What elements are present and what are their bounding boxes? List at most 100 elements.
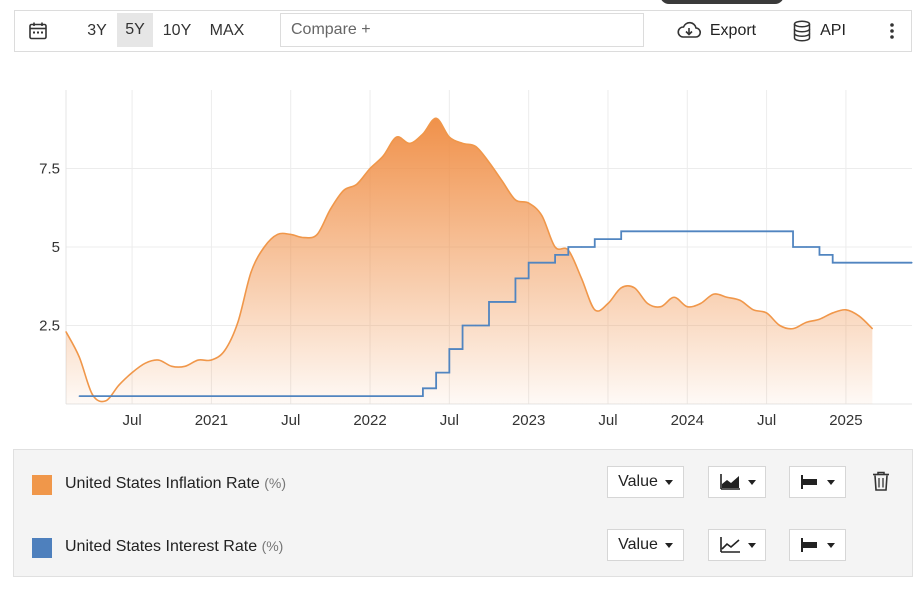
inflation-point: [118, 384, 120, 386]
range-3y-button[interactable]: 3Y: [87, 22, 107, 39]
inflation-point: [409, 142, 411, 144]
interest-point: [501, 301, 503, 303]
x-tick-label: 2021: [195, 412, 228, 429]
interest-label-text: United States Interest Rate: [65, 538, 258, 555]
chart-toolbar: 3Y 5Y 10Y MAX Export API: [14, 10, 912, 52]
inflation-chart-type-dropdown[interactable]: [708, 466, 766, 498]
interest-value-dropdown[interactable]: Value: [607, 529, 684, 561]
calendar-icon: [29, 22, 47, 40]
inflation-unit: (%): [264, 475, 287, 491]
window-top-pill: [660, 0, 784, 4]
inflation-point: [845, 309, 847, 311]
inflation-series-label[interactable]: United States Inflation Rate (%): [65, 475, 286, 493]
x-tick-label: 2022: [353, 412, 386, 429]
range-max-button[interactable]: MAX: [209, 22, 245, 39]
inflation-point: [131, 372, 133, 374]
inflation-point: [620, 287, 622, 289]
more-menu-button[interactable]: [879, 11, 905, 51]
inflation-point: [475, 145, 477, 148]
inflation-point: [514, 199, 517, 201]
x-tick-label: Jul: [598, 412, 617, 429]
compare-input[interactable]: [280, 13, 644, 47]
chevron-down-icon: [747, 479, 756, 485]
calendar-button[interactable]: [23, 11, 53, 51]
inflation-point: [290, 233, 292, 236]
inflation-point: [342, 189, 345, 192]
inflation-value-dropdown[interactable]: Value: [607, 466, 684, 498]
inflation-point: [210, 359, 213, 361]
inflation-point: [157, 359, 160, 361]
inflation-point: [448, 136, 450, 138]
interest-point: [633, 230, 636, 232]
trash-icon[interactable]: [872, 471, 890, 491]
interest-point: [395, 395, 398, 397]
interest-swatch: [32, 538, 52, 558]
interest-value-label: Value: [618, 536, 658, 553]
inflation-point: [250, 271, 252, 273]
range-5y-button[interactable]: 5Y: [117, 13, 153, 47]
inflation-point: [356, 183, 358, 185]
inflation-point: [382, 155, 384, 157]
interest-axis-dropdown[interactable]: [789, 529, 846, 561]
interest-point: [594, 238, 596, 240]
interest-point: [567, 246, 569, 248]
inflation-point: [647, 302, 649, 305]
legend-panel: United States Inflation Rate (%) Value U…: [13, 449, 913, 577]
x-axis-ticks: Jul 2021 Jul 2022 Jul 2023 Jul 2024 Jul 2025: [123, 412, 863, 429]
inflation-point: [528, 202, 530, 204]
inflation-point: [660, 306, 662, 308]
api-label: API: [820, 22, 846, 39]
inflation-point: [501, 180, 503, 182]
inflation-point: [554, 246, 556, 248]
interest-point: [78, 395, 80, 397]
interest-point: [528, 262, 530, 264]
inflation-point: [422, 133, 424, 135]
interest-point: [435, 372, 437, 374]
inflation-point: [303, 236, 305, 239]
export-button[interactable]: Export: [671, 11, 761, 51]
inflation-point: [686, 306, 688, 308]
legend-row-inflation: United States Inflation Rate (%) Value: [14, 465, 912, 505]
y-tick-label: 7.5: [39, 161, 60, 178]
inflation-point: [765, 312, 768, 314]
interest-point: [607, 238, 609, 240]
export-label: Export: [709, 22, 757, 39]
y-tick-label: 2.5: [39, 318, 60, 335]
inflation-point: [276, 233, 279, 236]
inflation-value-label: Value: [618, 473, 658, 490]
database-icon: [793, 20, 811, 42]
x-tick-label: 2024: [671, 412, 704, 429]
more-vertical-icon: [890, 23, 894, 39]
inflation-point: [78, 356, 80, 358]
interest-point: [580, 246, 583, 248]
inflation-point: [316, 233, 318, 236]
inflation-point: [541, 215, 543, 217]
inflation-point: [488, 161, 490, 163]
inflation-point: [594, 309, 596, 311]
chart-area: 2.5 5 7.5 Jul 2021 Jul 2022 Jul 2023 Jul 2024 Jul 2…: [39, 90, 913, 429]
interest-chart-type-dropdown[interactable]: [708, 529, 766, 561]
interest-point: [805, 246, 807, 248]
inflation-point: [713, 293, 715, 295]
inflation-point: [395, 136, 398, 138]
inflation-axis-dropdown[interactable]: [789, 466, 846, 498]
inflation-point: [805, 321, 807, 323]
interest-point: [792, 246, 794, 248]
interest-point: [554, 254, 556, 256]
range-10y-button[interactable]: 10Y: [162, 22, 192, 39]
inflation-point: [858, 315, 860, 317]
inflation-point: [197, 359, 199, 361]
cloud-download-icon: [677, 21, 701, 38]
x-tick-label: Jul: [281, 412, 300, 429]
interest-series-label[interactable]: United States Interest Rate (%): [65, 538, 283, 556]
x-tick-label: 2023: [512, 412, 545, 429]
inflation-point: [818, 318, 821, 320]
api-button[interactable]: API: [787, 11, 851, 51]
axis-position-icon: [801, 475, 817, 489]
chevron-down-icon: [827, 479, 835, 485]
inflation-point: [779, 324, 781, 327]
inflation-point: [105, 400, 107, 402]
inflation-point: [224, 350, 226, 352]
axis-position-icon: [801, 538, 817, 552]
inflation-point: [607, 302, 609, 305]
